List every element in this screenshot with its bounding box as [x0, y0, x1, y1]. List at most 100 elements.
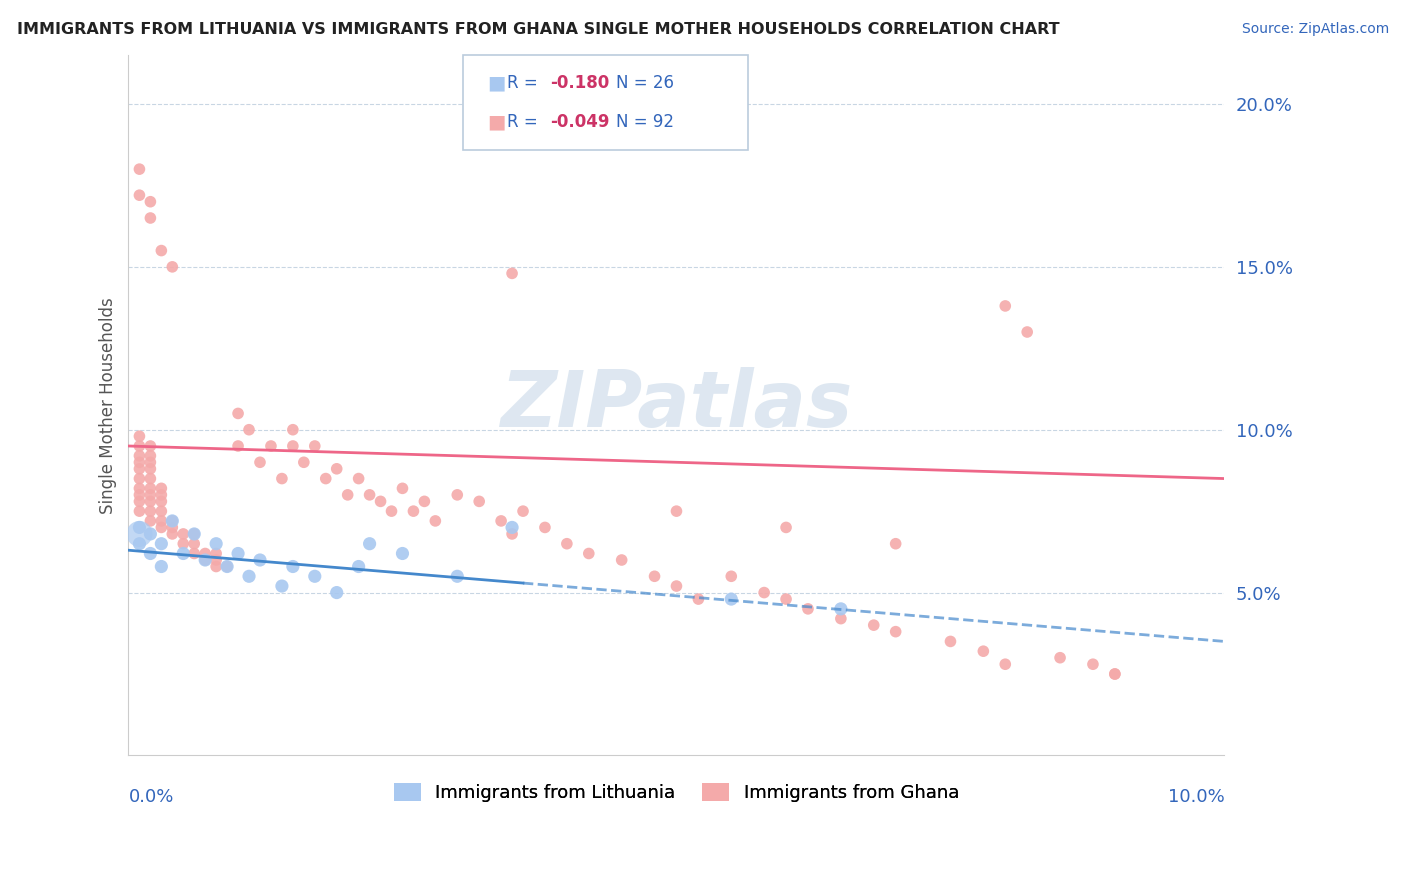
Point [1049, 650, 1071, 665]
Point [249, 455, 271, 469]
Point [150, 504, 173, 518]
Point [315, 472, 337, 486]
Point [359, 537, 381, 551]
Point [644, 569, 666, 583]
Point [336, 488, 359, 502]
Point [150, 537, 173, 551]
Point [578, 546, 600, 560]
Text: ■: ■ [486, 74, 505, 93]
Point [139, 494, 162, 508]
Point [830, 612, 852, 626]
Point [391, 481, 413, 495]
Text: R =: R = [506, 74, 543, 92]
Point [402, 504, 425, 518]
Point [370, 494, 392, 508]
Point [994, 657, 1017, 672]
Text: -0.049: -0.049 [550, 112, 610, 130]
Point [183, 527, 205, 541]
Point [797, 602, 820, 616]
Text: N = 92: N = 92 [616, 112, 675, 130]
Point [217, 559, 239, 574]
Text: N = 26: N = 26 [616, 74, 675, 92]
Point [391, 546, 413, 560]
Point [194, 553, 217, 567]
Point [128, 449, 150, 463]
Point [183, 537, 205, 551]
Point [205, 553, 228, 567]
Point [128, 439, 150, 453]
Point [752, 585, 775, 599]
Point [128, 162, 150, 177]
Point [884, 624, 907, 639]
Point [128, 504, 150, 518]
Point [205, 559, 228, 574]
Point [172, 546, 194, 560]
Point [194, 546, 217, 560]
Point [226, 406, 249, 420]
Point [325, 462, 347, 476]
Point [446, 488, 468, 502]
Point [1104, 667, 1126, 681]
Point [281, 559, 304, 574]
Point [162, 260, 184, 274]
Point [720, 592, 742, 607]
Point [994, 299, 1017, 313]
Point [128, 472, 150, 486]
Point [139, 194, 162, 209]
Point [139, 462, 162, 476]
Point [884, 537, 907, 551]
Point [1081, 657, 1104, 672]
Point [150, 494, 173, 508]
Point [139, 514, 162, 528]
Point [217, 559, 239, 574]
Point [205, 537, 228, 551]
Point [139, 439, 162, 453]
Point [162, 520, 184, 534]
Point [128, 481, 150, 495]
Point [347, 559, 370, 574]
Point [238, 423, 260, 437]
Text: ZIPatlas: ZIPatlas [501, 368, 852, 443]
Point [260, 439, 283, 453]
Point [862, 618, 884, 632]
Point [139, 504, 162, 518]
Point [194, 553, 217, 567]
Point [226, 546, 249, 560]
Point [489, 514, 512, 528]
Point [150, 481, 173, 495]
Point [238, 569, 260, 583]
Point [226, 439, 249, 453]
Point [172, 537, 194, 551]
Point [446, 569, 468, 583]
Point [162, 514, 184, 528]
Point [128, 494, 150, 508]
Point [720, 569, 742, 583]
Point [468, 494, 491, 508]
Point [128, 188, 150, 202]
Point [665, 579, 688, 593]
Point [665, 504, 688, 518]
Point [172, 527, 194, 541]
Point [271, 579, 294, 593]
Point [128, 429, 150, 443]
Point [347, 472, 370, 486]
Point [425, 514, 447, 528]
Point [183, 527, 205, 541]
Text: 10.0%: 10.0% [1168, 789, 1225, 806]
Point [413, 494, 436, 508]
Point [139, 211, 162, 225]
Point [150, 514, 173, 528]
Point [128, 455, 150, 469]
Point [128, 537, 150, 551]
Point [512, 504, 534, 518]
Point [281, 423, 304, 437]
Point [775, 592, 797, 607]
Point [128, 520, 150, 534]
Point [501, 520, 523, 534]
Y-axis label: Single Mother Households: Single Mother Households [100, 297, 117, 514]
Text: Source: ZipAtlas.com: Source: ZipAtlas.com [1241, 22, 1389, 37]
Point [501, 266, 523, 280]
Point [281, 439, 304, 453]
Point [139, 449, 162, 463]
Text: R =: R = [506, 112, 543, 130]
